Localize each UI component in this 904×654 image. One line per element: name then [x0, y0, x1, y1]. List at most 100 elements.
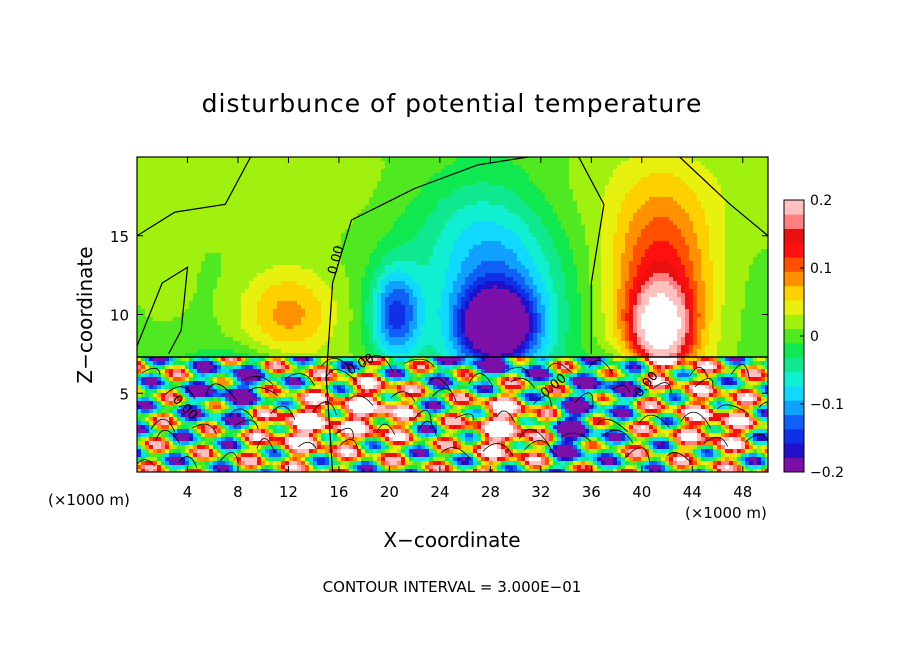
heatmap-cell	[357, 193, 362, 198]
heatmap-cell	[385, 261, 390, 266]
heatmap-cell	[757, 201, 762, 206]
heatmap-cell	[629, 273, 634, 278]
heatmap-cell	[749, 257, 754, 262]
heatmap-cell	[209, 237, 214, 242]
heatmap-cell	[473, 209, 478, 214]
heatmap-cell	[649, 209, 654, 214]
heatmap-cell	[705, 217, 710, 222]
heatmap-cell	[201, 261, 206, 266]
heatmap-cell	[261, 193, 266, 198]
heatmap-cell	[245, 245, 250, 250]
heatmap-cell	[277, 237, 282, 242]
heatmap-cell	[249, 265, 254, 270]
heatmap-cell	[293, 253, 298, 258]
heatmap-cell	[185, 209, 190, 214]
heatmap-cell	[337, 205, 342, 210]
heatmap-cell	[213, 193, 218, 198]
heatmap-cell	[641, 277, 646, 282]
heatmap-cell	[281, 201, 286, 206]
heatmap-cell	[141, 189, 146, 194]
heatmap-cell	[637, 273, 642, 278]
heatmap-cell	[721, 181, 726, 186]
heatmap-cell	[381, 257, 386, 262]
heatmap-cell	[721, 253, 726, 258]
heatmap-cell	[165, 213, 170, 218]
heatmap-cell	[273, 193, 278, 198]
heatmap-cell	[629, 201, 634, 206]
heatmap-cell	[697, 213, 702, 218]
heatmap-cell	[277, 277, 282, 282]
heatmap-cell	[469, 217, 474, 222]
heatmap-cell	[625, 269, 630, 274]
heatmap-cell	[273, 209, 278, 214]
heatmap-cell	[225, 241, 230, 246]
heatmap-cell	[485, 169, 490, 174]
heatmap-cell	[589, 165, 594, 170]
heatmap-cell	[573, 233, 578, 238]
heatmap-cell	[485, 281, 490, 286]
heatmap-cell	[325, 245, 330, 250]
heatmap-cell	[385, 229, 390, 234]
heatmap-cell	[433, 261, 438, 266]
heatmap-cell	[221, 165, 226, 170]
heatmap-cell	[337, 261, 342, 266]
heatmap-cell	[209, 225, 214, 230]
heatmap-cell	[257, 189, 262, 194]
heatmap-cell	[245, 241, 250, 246]
heatmap-cell	[617, 217, 622, 222]
heatmap-cell	[365, 253, 370, 258]
heatmap-cell	[533, 185, 538, 190]
heatmap-cell	[685, 229, 690, 234]
heatmap-cell	[681, 265, 686, 270]
heatmap-cell	[593, 209, 598, 214]
heatmap-cell	[509, 233, 514, 238]
heatmap-cell	[581, 165, 586, 170]
heatmap-cell	[585, 269, 590, 274]
heatmap-cell	[405, 233, 410, 238]
heatmap-cell	[185, 245, 190, 250]
heatmap-cell	[293, 197, 298, 202]
heatmap-cell	[273, 273, 278, 278]
heatmap-cell	[261, 269, 266, 274]
heatmap-cell	[589, 197, 594, 202]
heatmap-cell	[497, 225, 502, 230]
heatmap-cell	[365, 265, 370, 270]
heatmap-cell	[221, 157, 226, 162]
heatmap-cell	[661, 269, 666, 274]
heatmap-cell	[713, 193, 718, 198]
heatmap-cell	[165, 245, 170, 250]
heatmap-cell	[701, 165, 706, 170]
heatmap-cell	[273, 237, 278, 242]
heatmap-cell	[301, 253, 306, 258]
heatmap-cell	[469, 253, 474, 258]
heatmap-cell	[677, 213, 682, 218]
heatmap-cell	[653, 233, 658, 238]
heatmap-cell	[413, 177, 418, 182]
heatmap-cell	[241, 173, 246, 178]
heatmap-cell	[341, 249, 346, 254]
heatmap-cell	[445, 169, 450, 174]
heatmap-cell	[325, 281, 330, 286]
heatmap-cell	[581, 269, 586, 274]
heatmap-cell	[177, 201, 182, 206]
heatmap-cell	[529, 193, 534, 198]
heatmap-cell	[137, 221, 142, 226]
heatmap-cell	[645, 265, 650, 270]
heatmap-cell	[729, 161, 734, 166]
heatmap-cell	[609, 213, 614, 218]
heatmap-cell	[225, 233, 230, 238]
heatmap-cell	[209, 245, 214, 250]
heatmap-cell	[505, 209, 510, 214]
heatmap-cell	[765, 177, 768, 182]
heatmap-cell	[505, 185, 510, 190]
heatmap-cell	[605, 265, 610, 270]
heatmap-cell	[225, 217, 230, 222]
heatmap-cell	[697, 233, 702, 238]
heatmap-cell	[693, 173, 698, 178]
heatmap-cell	[509, 213, 514, 218]
heatmap-cell	[625, 197, 630, 202]
heatmap-cell	[193, 161, 198, 166]
heatmap-cell	[313, 181, 318, 186]
heatmap-cell	[589, 277, 594, 282]
heatmap-cell	[257, 241, 262, 246]
